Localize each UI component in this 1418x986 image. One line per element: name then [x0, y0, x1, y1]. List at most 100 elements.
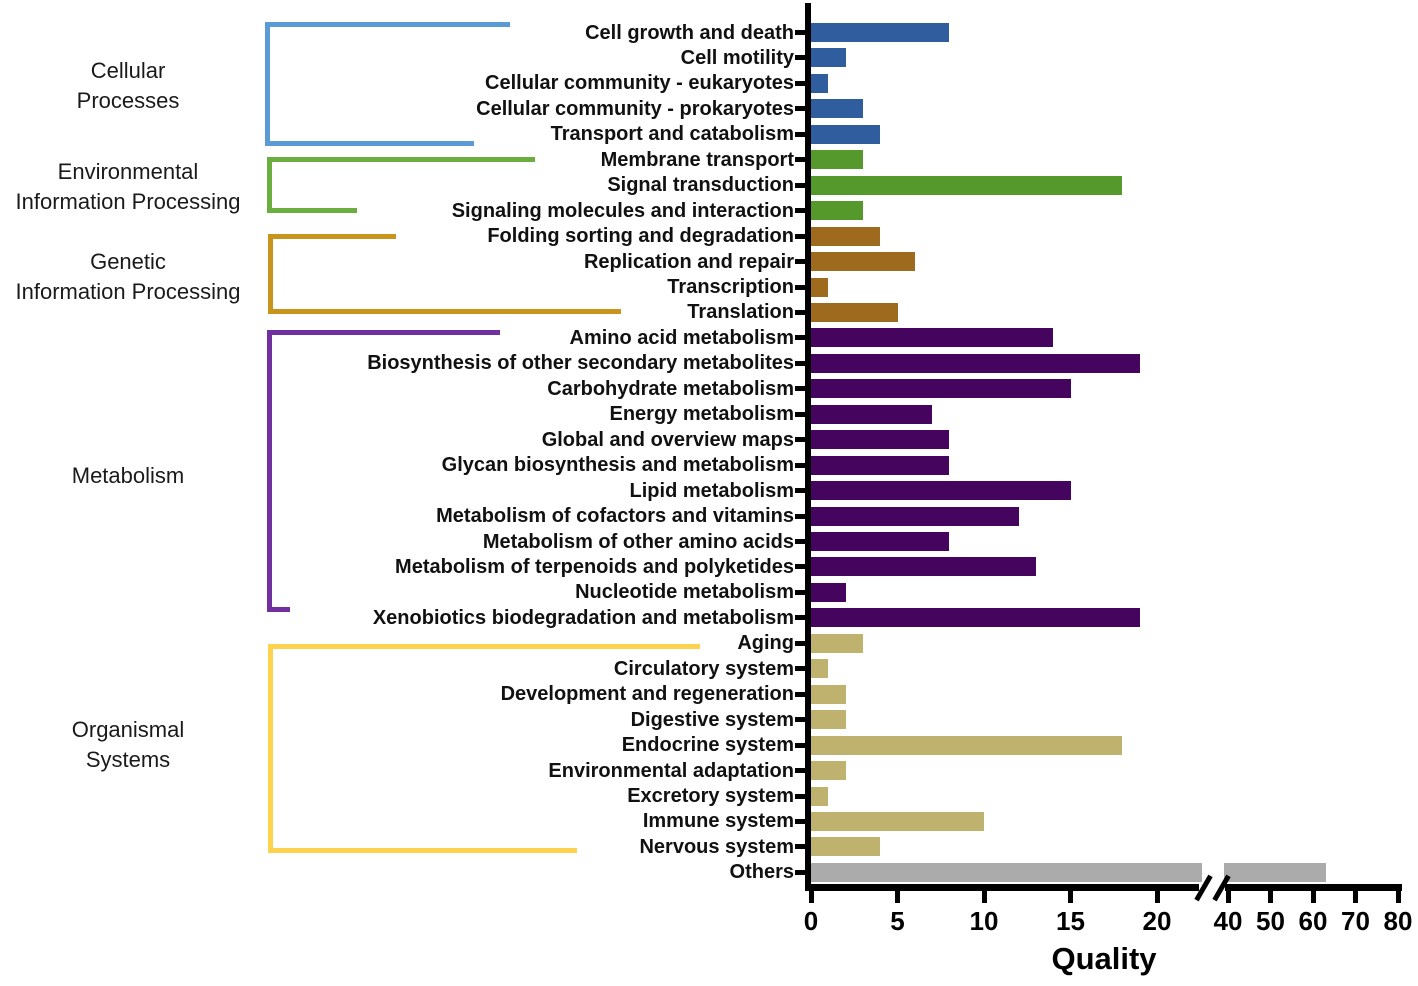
category-label: Xenobiotics biodegradation and metabolis… [372, 606, 794, 629]
category-label: Transport and catabolism [550, 123, 794, 146]
x-axis-tick [1310, 891, 1316, 903]
category-tick [795, 615, 806, 621]
category-tick [795, 462, 806, 468]
category-label: Folding sorting and degradation [487, 225, 794, 248]
x-axis-tick-label: 0 [803, 906, 819, 936]
x-axis-tick [808, 891, 814, 903]
category-tick [795, 818, 806, 824]
bar-xenobiotics-biodegradation-and-metabolism [811, 608, 1140, 628]
bar-transport-and-catabolism [811, 124, 881, 144]
group-label-organismal-systems: Organismal [71, 717, 185, 742]
category-tick [795, 869, 806, 875]
group-bracket-organismal-systems-top-arm [268, 644, 700, 649]
bar-development-and-regeneration [811, 684, 846, 704]
group-label-cellular-processes: Processes [76, 88, 180, 113]
category-tick [795, 564, 806, 570]
x-axis-tick [1353, 891, 1358, 903]
category-tick [795, 55, 806, 61]
group-bracket-genetic-information-processing-top-arm [268, 234, 396, 239]
category-label: Carbohydrate metabolism [547, 377, 794, 400]
category-label: Nucleotide metabolism [575, 581, 794, 604]
category-tick [795, 80, 806, 86]
y-axis-line [805, 3, 811, 891]
bar-glycan-biosynthesis-and-metabolism [811, 455, 950, 475]
category-tick [795, 360, 806, 366]
category-tick [795, 768, 806, 774]
bar-cellular-community-prokaryotes [811, 99, 863, 119]
x-axis-tick-label: 5 [890, 906, 905, 936]
category-tick [795, 539, 806, 544]
category-tick [795, 386, 806, 392]
category-label: Lipid metabolism [629, 479, 794, 502]
group-bracket-genetic-information-processing-bottom-arm [268, 309, 621, 314]
bar-environmental-adaptation [811, 761, 846, 781]
group-bracket-organismal-systems-bottom-arm [268, 848, 577, 853]
category-tick [795, 208, 806, 214]
group-bracket-metabolism-top-arm [267, 330, 500, 335]
category-label: Development and regeneration [500, 683, 794, 706]
category-tick [795, 106, 806, 112]
category-tick [795, 589, 806, 595]
bar-cell-growth-and-death [811, 23, 950, 42]
category-label: Excretory system [627, 785, 794, 807]
bar-metabolism-of-cofactors-and-vitamins [811, 506, 1019, 526]
category-label: Endocrine system [621, 734, 794, 757]
category-tick [795, 309, 806, 315]
category-tick [795, 666, 806, 672]
group-bracket-environmental-information-processing-bottom-arm [267, 208, 357, 213]
bar-nucleotide-metabolism [811, 582, 846, 602]
x-axis-line [805, 884, 1402, 891]
category-tick [795, 182, 806, 188]
x-axis-tick [895, 891, 900, 903]
bar-cell-motility [811, 48, 846, 68]
bar-replication-and-repair [811, 252, 915, 272]
category-tick [795, 488, 806, 494]
x-axis-tick-label: 15 [1056, 906, 1085, 936]
category-tick [795, 437, 806, 443]
category-label: Aging [737, 632, 794, 655]
category-tick [795, 157, 806, 163]
group-bracket-environmental-information-processing-vertical [267, 157, 272, 213]
group-bracket-metabolism-vertical [267, 330, 272, 612]
bar-membrane-transport [811, 150, 863, 170]
category-label: Transcription [667, 276, 794, 298]
bar-digestive-system [811, 710, 846, 730]
bar-others-segment-2 [1224, 862, 1326, 882]
category-label: Replication and repair [583, 250, 794, 273]
category-label: Metabolism of cofactors and vitamins [436, 505, 794, 528]
bar-cellular-community-eukaryotes [811, 73, 829, 93]
category-label: Biosynthesis of other secondary metaboli… [367, 352, 794, 375]
group-label-genetic-information-processing: Information Processing [15, 279, 241, 304]
bar-signal-transduction [811, 175, 1123, 195]
category-tick [795, 717, 806, 723]
category-label: Cell motility [680, 46, 794, 69]
category-tick [795, 131, 806, 137]
category-label: Others [729, 861, 794, 884]
bar-lipid-metabolism [811, 481, 1071, 501]
category-label: Membrane transport [600, 148, 794, 171]
category-tick [795, 844, 806, 850]
category-label: Nervous system [639, 835, 794, 858]
group-label-metabolism: Metabolism [71, 463, 185, 488]
category-label: Immune system [642, 810, 794, 833]
category-label: Digestive system [630, 708, 794, 731]
category-tick [795, 411, 806, 417]
group-label-environmental-information-processing: Environmental [57, 159, 199, 184]
category-tick [795, 233, 806, 239]
bar-circulatory-system [811, 659, 829, 679]
bar-translation [811, 302, 898, 322]
x-axis-tick-label: 20 [1142, 906, 1172, 936]
category-tick [795, 259, 806, 265]
x-axis-tick-label: 10 [969, 906, 999, 936]
x-axis-title: Quality [1051, 941, 1157, 976]
category-label: Metabolism of terpenoids and polyketides [395, 555, 794, 578]
group-label-genetic-information-processing: Genetic [90, 249, 166, 274]
bar-aging [811, 633, 863, 653]
category-tick [795, 640, 806, 646]
group-label-organismal-systems: Systems [85, 747, 171, 772]
group-label-cellular-processes: Cellular [90, 58, 166, 83]
category-label: Signal transduction [607, 174, 794, 197]
x-axis-tick-label: 80 [1383, 906, 1413, 936]
category-label: Amino acid metabolism [569, 326, 795, 349]
bar-signaling-molecules-and-interaction [811, 201, 863, 221]
